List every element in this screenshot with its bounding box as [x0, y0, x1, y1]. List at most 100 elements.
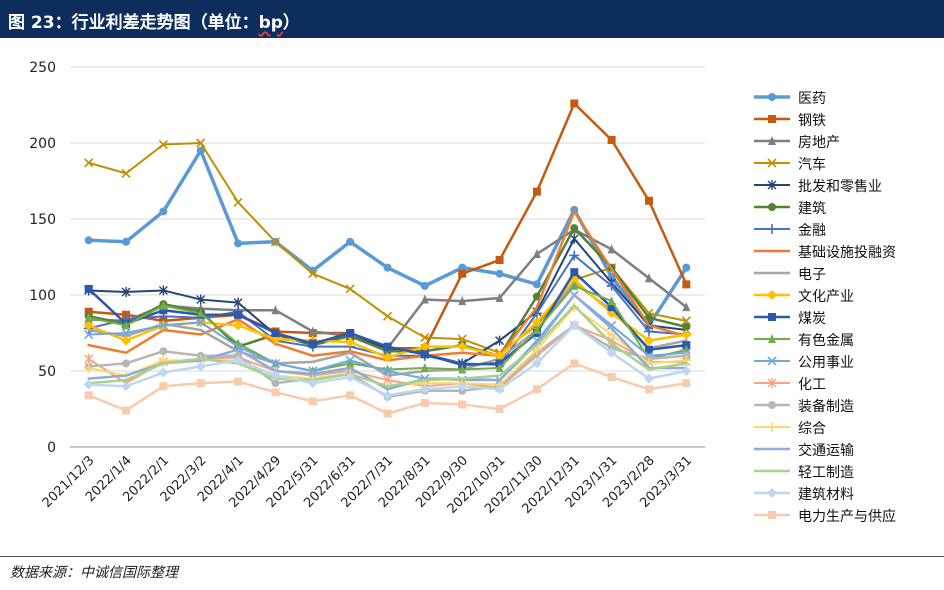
data-point: [644, 385, 653, 394]
legend-swatch-marker: [768, 334, 776, 343]
legend-label: 房地产: [798, 135, 840, 151]
figure-title-prefix: 图 23：行业利差走势图（单位：: [8, 13, 259, 33]
data-point: [607, 320, 617, 330]
data-point: [158, 139, 168, 150]
data-point: [270, 370, 281, 381]
data-point: [345, 355, 355, 365]
data-point: [159, 300, 168, 310]
legend-item: 建筑: [752, 196, 942, 218]
data-point: [382, 366, 393, 376]
data-point: [158, 285, 168, 296]
x-tick-label: 2021/12/3: [40, 453, 98, 511]
figure-title: 图 23：行业利差走势图（单位：bp）: [8, 8, 300, 33]
data-point: [458, 269, 467, 278]
legend-swatch-marker: [767, 422, 777, 432]
legend-item: 电力生产与供应: [752, 504, 942, 526]
data-point: [84, 312, 93, 322]
data-point: [532, 324, 541, 334]
data-point: [121, 335, 132, 346]
data-point: [458, 263, 467, 272]
data-point: [607, 135, 616, 144]
legend-swatch: [754, 469, 790, 473]
data-point: [270, 237, 281, 247]
legend-item: 轻工制造: [752, 460, 942, 482]
series-line: [87, 304, 688, 388]
data-point: [607, 272, 616, 281]
data-point: [382, 311, 393, 321]
data-point: [233, 320, 244, 331]
data-point: [532, 248, 541, 258]
legend-swatch-marker: [768, 203, 776, 211]
data-point: [570, 224, 579, 233]
data-point: [607, 373, 616, 382]
data-point: [532, 187, 541, 196]
data-point: [345, 284, 355, 294]
data-point: [83, 320, 94, 331]
legend-label: 金融: [798, 223, 826, 239]
legend-swatch-marker: [768, 136, 776, 145]
legend-swatch: [754, 290, 790, 300]
legend-swatch-marker: [768, 511, 776, 519]
legend-label: 公用事业: [798, 355, 854, 371]
legend-item: 汽车: [752, 152, 942, 174]
data-point: [420, 281, 429, 290]
data-point: [494, 350, 505, 361]
data-point: [682, 302, 691, 312]
data-point: [419, 384, 430, 395]
data-point: [83, 379, 94, 390]
data-point: [196, 317, 206, 327]
y-tick-label: 250: [29, 60, 56, 76]
data-point: [532, 385, 541, 394]
legend-swatch-marker: [767, 290, 777, 300]
data-point: [84, 284, 93, 293]
data-point: [495, 335, 505, 346]
data-point: [234, 377, 243, 386]
legend-swatch: [754, 313, 790, 321]
legend-item: 公用事业: [752, 350, 942, 372]
data-point: [531, 358, 542, 369]
data-point: [121, 168, 131, 178]
data-point: [532, 280, 541, 289]
legend-swatch: [754, 93, 790, 101]
data-point: [531, 317, 542, 328]
y-tick-label: 200: [29, 136, 56, 152]
data-point: [644, 313, 653, 322]
data-point: [495, 269, 504, 278]
data-point: [569, 320, 580, 331]
data-point: [420, 294, 429, 304]
data-point: [419, 341, 430, 352]
data-point: [233, 355, 244, 366]
legend-label: 煤炭: [798, 311, 826, 327]
data-point: [122, 237, 131, 246]
data-point: [158, 367, 169, 378]
x-axis-tick-labels: 2021/12/32022/1/42022/2/12022/3/22022/4/…: [40, 453, 695, 517]
data-point: [457, 381, 468, 392]
data-point: [383, 342, 392, 351]
data-point: [122, 406, 131, 415]
data-point: [271, 388, 280, 397]
data-point: [644, 196, 653, 205]
figure-title-suffix: ）: [282, 13, 300, 33]
legend-swatch: [754, 401, 790, 409]
legend-swatch-marker: [767, 224, 777, 234]
legend-swatch: [754, 511, 790, 519]
legend-item: 综合: [752, 416, 942, 438]
data-point: [158, 320, 168, 330]
legend-swatch: [754, 115, 790, 123]
data-point: [121, 286, 131, 297]
legend-swatch: [754, 136, 790, 145]
data-point: [346, 237, 355, 246]
y-axis-tick-labels: 0 50 100 150 200 250: [29, 60, 56, 456]
data-point: [643, 335, 654, 346]
figure-title-unit: bp: [258, 13, 283, 33]
data-point: [308, 269, 318, 279]
y-tick-label: 50: [38, 364, 56, 380]
legend-swatch: [754, 422, 790, 432]
data-point: [196, 294, 206, 305]
data-point: [457, 341, 468, 352]
data-point: [532, 292, 541, 301]
legend-swatch: [754, 224, 790, 234]
data-point: [495, 293, 504, 303]
data-point: [234, 310, 243, 319]
data-point: [159, 306, 168, 315]
